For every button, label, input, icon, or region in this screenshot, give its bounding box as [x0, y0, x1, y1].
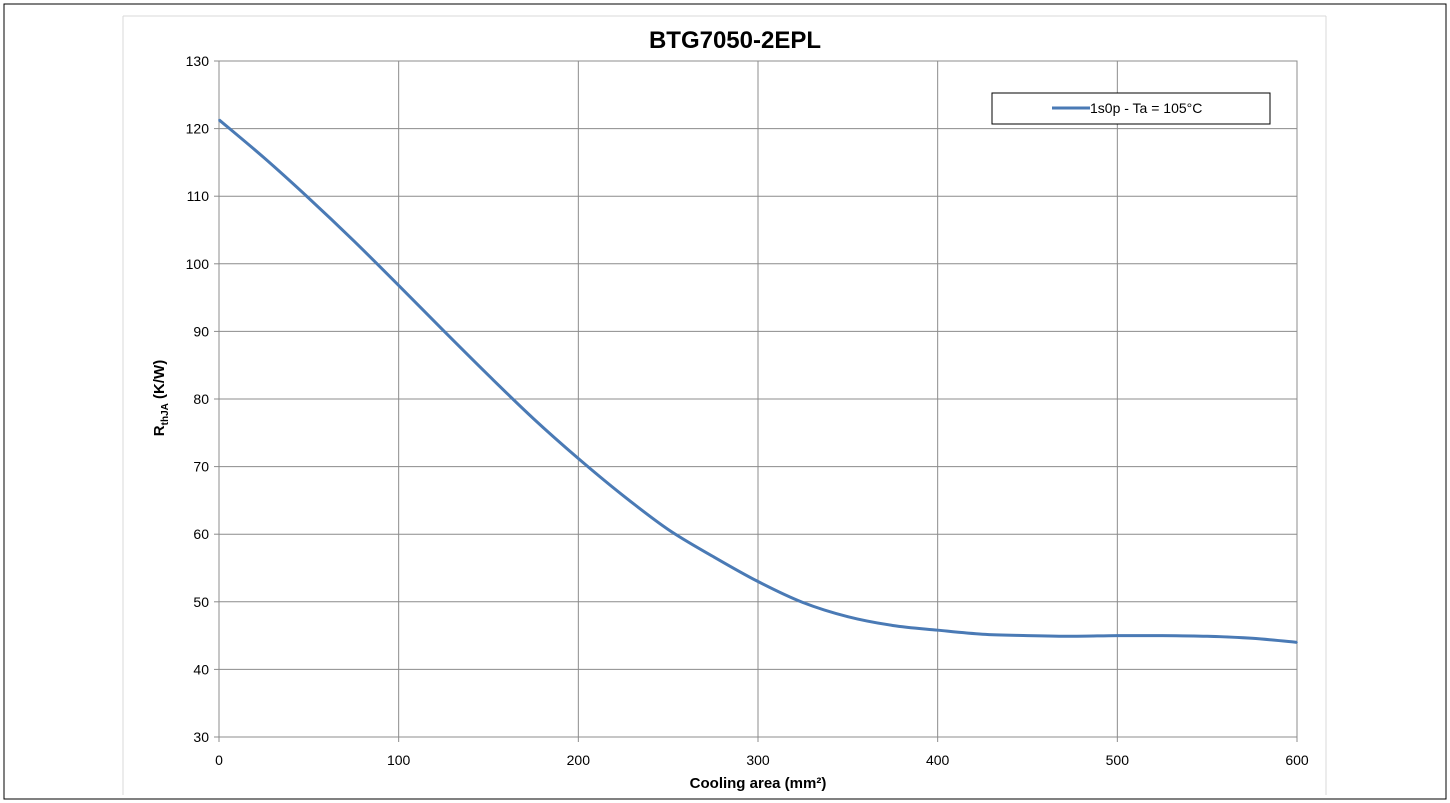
y-axis-title-rest: (K/W)	[151, 360, 168, 403]
y-tick-label: 100	[186, 256, 210, 272]
y-tick-label: 130	[186, 53, 210, 69]
data-point-0-21	[1161, 634, 1164, 637]
data-point-0-8	[577, 457, 580, 460]
data-point-0-23	[1251, 637, 1253, 640]
y-tick-label: 60	[193, 526, 209, 542]
x-tick-label: 0	[215, 752, 223, 768]
data-point-0-3	[352, 240, 355, 242]
y-axis-title-sub: thJA	[160, 403, 171, 425]
y-tick-label: 110	[187, 188, 210, 204]
tick-labels: 30 40 50 60 70 80 90 100 110 120 130 0 100 200 300 400 5…	[186, 53, 1309, 768]
data-point-0-22	[1206, 635, 1208, 638]
data-point-0-5	[442, 329, 445, 332]
data-point-0-15	[891, 624, 894, 627]
data-point-0-11	[712, 555, 714, 558]
data-point-0-14	[847, 615, 849, 618]
x-tick-label: 200	[567, 752, 591, 768]
legend-label: 1s0p - Ta = 105°C	[1090, 100, 1202, 116]
x-tick-label: 300	[746, 752, 770, 768]
data-point-0-1	[263, 156, 265, 159]
data-point-0-18	[1026, 634, 1029, 637]
legend-box	[991, 92, 1271, 125]
chart-title: BTG7050-2EPL	[649, 27, 821, 54]
data-point-0-0	[218, 119, 220, 121]
data-point-0-20	[1116, 634, 1119, 637]
y-tick-label: 120	[186, 121, 210, 137]
x-axis-title: Cooling area (mm²)	[690, 775, 827, 792]
data-point-0-24	[1296, 641, 1298, 644]
y-tick-label: 70	[193, 459, 209, 475]
x-tick-label: 500	[1106, 752, 1130, 768]
data-point-0-10	[667, 528, 669, 531]
y-axis-title-main: R	[151, 425, 168, 436]
data-point-0-19	[1071, 635, 1074, 638]
data-point-0-16	[936, 629, 939, 631]
data-point-0-12	[757, 580, 759, 583]
series-layer	[218, 118, 1298, 644]
plot-area-border	[218, 60, 1298, 738]
data-point-0-13	[802, 601, 804, 604]
grid	[214, 60, 1298, 742]
y-tick-label: 40	[193, 661, 209, 677]
data-point-0-7	[532, 417, 535, 420]
y-tick-label: 80	[193, 391, 209, 407]
data-point-0-2	[308, 197, 310, 200]
x-tick-label: 600	[1285, 752, 1309, 768]
y-tick-label: 90	[193, 323, 209, 339]
data-point-0-17	[981, 633, 984, 636]
legend: 1s0p - Ta = 105°C	[991, 92, 1271, 125]
data-point-0-6	[487, 374, 490, 377]
x-tick-label: 400	[926, 752, 950, 768]
y-tick-label: 50	[193, 594, 209, 610]
outer-frame	[3, 3, 1447, 800]
y-axis-title: RthJA (K/W)	[151, 360, 171, 436]
data-point-0-9	[622, 494, 625, 497]
y-tick-label: 30	[193, 729, 209, 745]
data-point-0-4	[397, 284, 400, 287]
x-tick-label: 100	[387, 752, 411, 768]
